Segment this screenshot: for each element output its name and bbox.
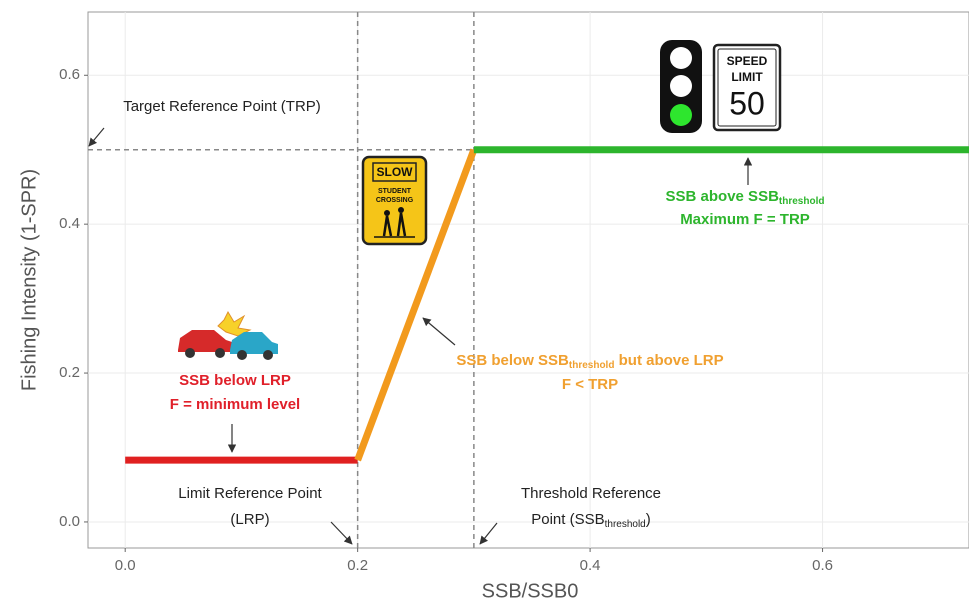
- slow-sign: SLOW STUDENT CROSSING: [361, 155, 428, 246]
- annotation: SSB below LRP: [179, 372, 291, 389]
- sign-text: SPEED: [727, 54, 768, 68]
- annotation-subscript: threshold: [569, 360, 615, 371]
- annotation: (LRP): [230, 511, 269, 528]
- annotation-text: Limit Reference Point: [178, 485, 322, 502]
- arrow: [88, 127, 105, 147]
- sign-text: 50: [729, 85, 765, 121]
- annotation-text: Threshold Reference: [521, 485, 661, 502]
- y-tick-label: 0.0: [59, 513, 80, 530]
- annotations: Target Reference Point (TRP) Limit Refere…: [123, 98, 824, 530]
- annotation: Threshold Reference: [521, 485, 661, 502]
- annotation-text: but above LRP: [614, 352, 723, 369]
- annotation: F = minimum level: [170, 396, 300, 413]
- annotation: Limit Reference Point: [178, 485, 322, 502]
- annotation-text: Point (SSB: [531, 511, 604, 528]
- sign-text: STUDENT: [378, 188, 412, 195]
- sign-text: CROSSING: [376, 197, 414, 204]
- x-tick-label: 0.2: [347, 557, 368, 574]
- annotation-text: ): [646, 511, 651, 528]
- grid: [88, 12, 969, 548]
- y-tick-label: 0.6: [59, 66, 80, 83]
- sign-text: SLOW: [377, 165, 414, 179]
- arrow: [330, 521, 353, 545]
- annotation: Maximum F = TRP: [680, 211, 810, 228]
- line: [354, 148, 478, 462]
- x-axis-title: SSB/SSB0: [482, 580, 579, 602]
- series: [125, 146, 969, 464]
- arrow: [479, 522, 498, 545]
- reference-lines: [88, 12, 475, 548]
- y-tick-label: 0.4: [59, 215, 80, 232]
- y-tick-label: 0.2: [59, 364, 80, 381]
- annotation: SSB above SSBthreshold: [666, 188, 825, 207]
- ticks: 0.0 0.2 0.4 0.6 0.0 0.2 0.4 0.6: [59, 66, 833, 574]
- annotation: SSB below SSBthreshold but above LRP: [456, 352, 723, 371]
- annotation: Target Reference Point (TRP): [123, 98, 321, 115]
- plot-panel: [87, 11, 969, 549]
- annotation-subscript: threshold: [779, 196, 825, 207]
- speed-limit-sign: SPEED LIMIT 50: [712, 43, 782, 132]
- annotation: F < TRP: [562, 376, 618, 393]
- x-tick-label: 0.0: [115, 557, 136, 574]
- annotation-text: SSB below LRP: [179, 372, 291, 389]
- annotation-text: Maximum F = TRP: [680, 211, 810, 228]
- traffic-light-icon: [660, 40, 702, 133]
- y-axis-title: Fishing Intensity (1-SPR): [18, 169, 40, 391]
- annotation: Point (SSBthreshold): [531, 511, 651, 530]
- annotation-text: F = minimum level: [170, 396, 300, 413]
- arrow: [422, 317, 456, 346]
- annotation-text: SSB below SSB: [456, 352, 569, 369]
- annotation-text: SSB above SSB: [666, 188, 780, 205]
- annotation-text: Target Reference Point (TRP): [123, 98, 321, 115]
- x-tick-label: 0.6: [812, 557, 833, 574]
- annotation-text: F < TRP: [562, 376, 618, 393]
- arrows: [88, 127, 753, 545]
- sign-text: LIMIT: [731, 70, 763, 84]
- x-tick-label: 0.4: [580, 557, 601, 574]
- annotation-text: (LRP): [230, 511, 269, 528]
- annotation-subscript: threshold: [605, 519, 646, 530]
- car-crash-icon: [178, 310, 278, 360]
